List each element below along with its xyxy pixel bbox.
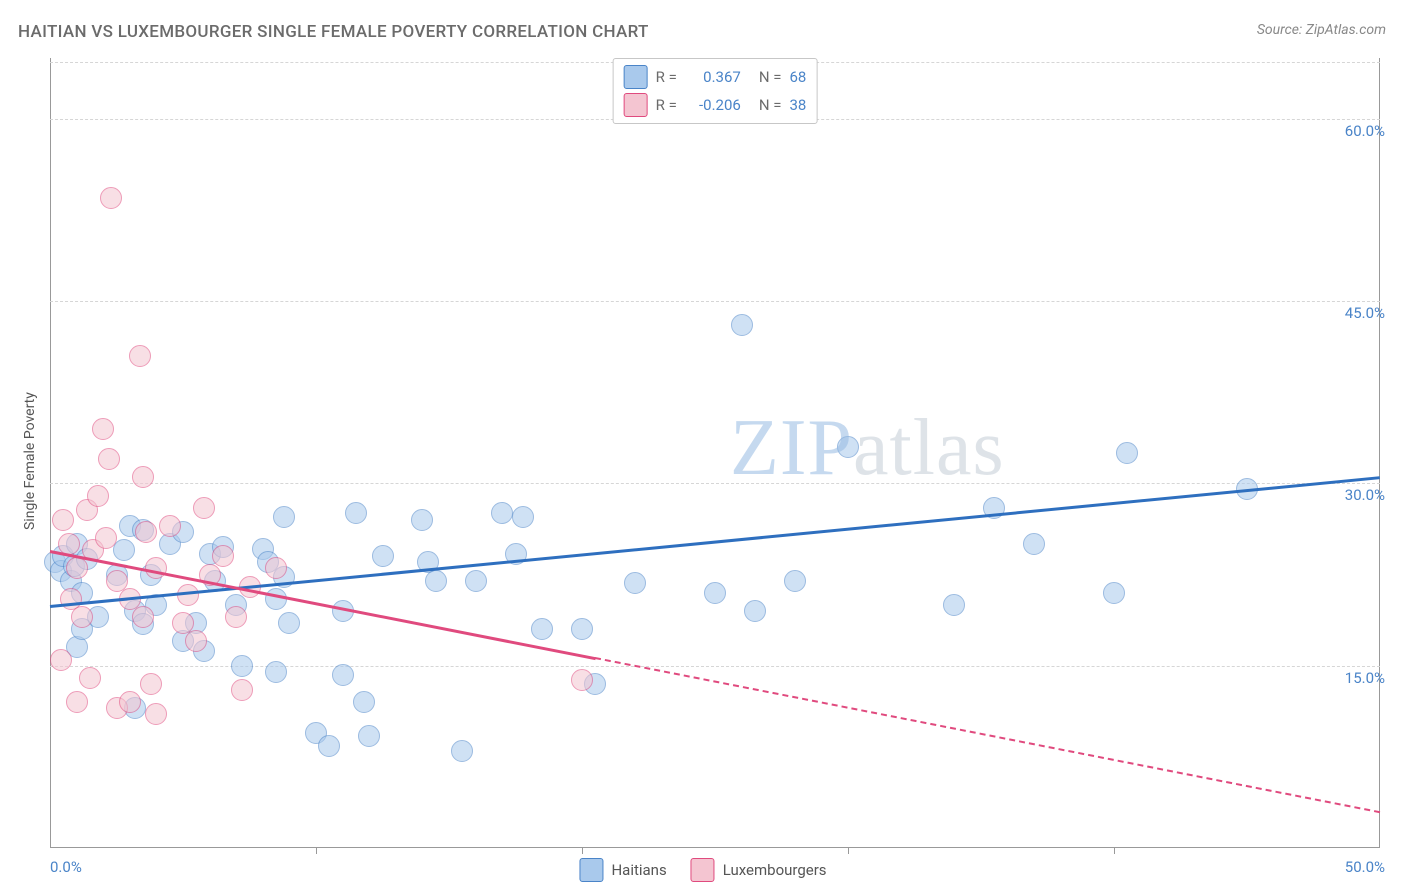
scatter-point (231, 679, 253, 701)
scatter-point (145, 703, 167, 725)
x-axis (50, 847, 1380, 848)
y-axis-right (1379, 58, 1380, 848)
scatter-point (87, 485, 109, 507)
x-tick-mark (848, 848, 849, 854)
legend-n-label: N = (759, 68, 782, 86)
scatter-point (66, 557, 88, 579)
scatter-point (731, 314, 753, 336)
scatter-point (465, 570, 487, 592)
scatter-point (193, 497, 215, 519)
scatter-point (95, 527, 117, 549)
y-tick-label: 15.0% (1345, 669, 1385, 687)
legend-item: Luxembourgers (691, 858, 827, 882)
scatter-point (943, 594, 965, 616)
legend-swatch (579, 858, 603, 882)
y-tick-label: 60.0% (1345, 122, 1385, 140)
scatter-point (100, 187, 122, 209)
legend-row: R = -0.206 N = 38 (624, 91, 807, 119)
scatter-point (624, 572, 646, 594)
x-tick-mark (1114, 848, 1115, 854)
watermark-atlas: atlas (853, 404, 1005, 492)
scatter-point (1023, 533, 1045, 555)
y-tick-label: 45.0% (1345, 304, 1385, 322)
scatter-point (113, 539, 135, 561)
scatter-point (265, 661, 287, 683)
scatter-point (159, 515, 181, 537)
scatter-point (225, 606, 247, 628)
y-axis-label: Single Female Poverty (22, 392, 38, 530)
legend-label: Haitians (611, 861, 666, 879)
correlation-legend: R = 0.367 N = 68 R = -0.206 N = 38 (613, 58, 818, 124)
scatter-point (358, 725, 380, 747)
legend-item: Haitians (579, 858, 666, 882)
scatter-point (744, 600, 766, 622)
watermark-zip: ZIP (730, 404, 853, 492)
chart-title: HAITIAN VS LUXEMBOURGER SINGLE FEMALE PO… (18, 22, 649, 42)
x-tick-mark (582, 848, 583, 854)
gridline (50, 301, 1380, 302)
scatter-point (1103, 582, 1125, 604)
scatter-point (98, 448, 120, 470)
scatter-point (332, 664, 354, 686)
scatter-point (79, 667, 101, 689)
scatter-point (71, 606, 93, 628)
scatter-point (119, 691, 141, 713)
legend-swatch (691, 858, 715, 882)
legend-row: R = 0.367 N = 68 (624, 63, 807, 91)
scatter-point (571, 669, 593, 691)
scatter-point (66, 691, 88, 713)
scatter-point (372, 545, 394, 567)
scatter-point (837, 436, 859, 458)
scatter-point (512, 506, 534, 528)
legend-n-value: 38 (789, 96, 806, 114)
trend-line-extrapolated (595, 657, 1380, 813)
scatter-point (140, 673, 162, 695)
scatter-point (531, 618, 553, 640)
legend-swatch (624, 93, 648, 117)
scatter-point (425, 570, 447, 592)
x-tick-label: 50.0% (1345, 858, 1385, 876)
x-tick-mark (316, 848, 317, 854)
scatter-point (411, 509, 433, 531)
scatter-point (318, 735, 340, 757)
legend-r-value: -0.206 (685, 96, 741, 114)
scatter-point (345, 502, 367, 524)
watermark: ZIPatlas (730, 403, 1005, 494)
scatter-point (129, 345, 151, 367)
scatter-point (571, 618, 593, 640)
y-axis-left (50, 58, 51, 848)
scatter-point (52, 509, 74, 531)
source-attribution: Source: ZipAtlas.com (1257, 22, 1386, 38)
scatter-point (132, 466, 154, 488)
scatter-point (1116, 442, 1138, 464)
scatter-point (231, 655, 253, 677)
gridline (50, 483, 1380, 484)
scatter-point (353, 691, 375, 713)
legend-swatch (624, 65, 648, 89)
legend-r-value: 0.367 (685, 68, 741, 86)
scatter-point (784, 570, 806, 592)
scatter-point (135, 521, 157, 543)
scatter-point (185, 630, 207, 652)
legend-n-value: 68 (789, 68, 806, 86)
scatter-point (132, 606, 154, 628)
scatter-point (451, 740, 473, 762)
scatter-point (212, 545, 234, 567)
scatter-point (704, 582, 726, 604)
legend-r-label: R = (656, 96, 677, 114)
scatter-point (273, 506, 295, 528)
legend-r-label: R = (656, 68, 677, 86)
scatter-chart: ZIPatlas R =0.367N =68R =-0.206N =38 15.… (50, 58, 1380, 848)
legend-label: Luxembourgers (723, 861, 827, 879)
legend-n-label: N = (759, 96, 782, 114)
scatter-point (50, 649, 72, 671)
y-tick-label: 30.0% (1345, 486, 1385, 504)
series-legend: Haitians Luxembourgers (579, 858, 826, 882)
x-tick-label: 0.0% (50, 858, 82, 876)
scatter-point (278, 612, 300, 634)
scatter-point (265, 557, 287, 579)
scatter-point (491, 502, 513, 524)
scatter-point (92, 418, 114, 440)
